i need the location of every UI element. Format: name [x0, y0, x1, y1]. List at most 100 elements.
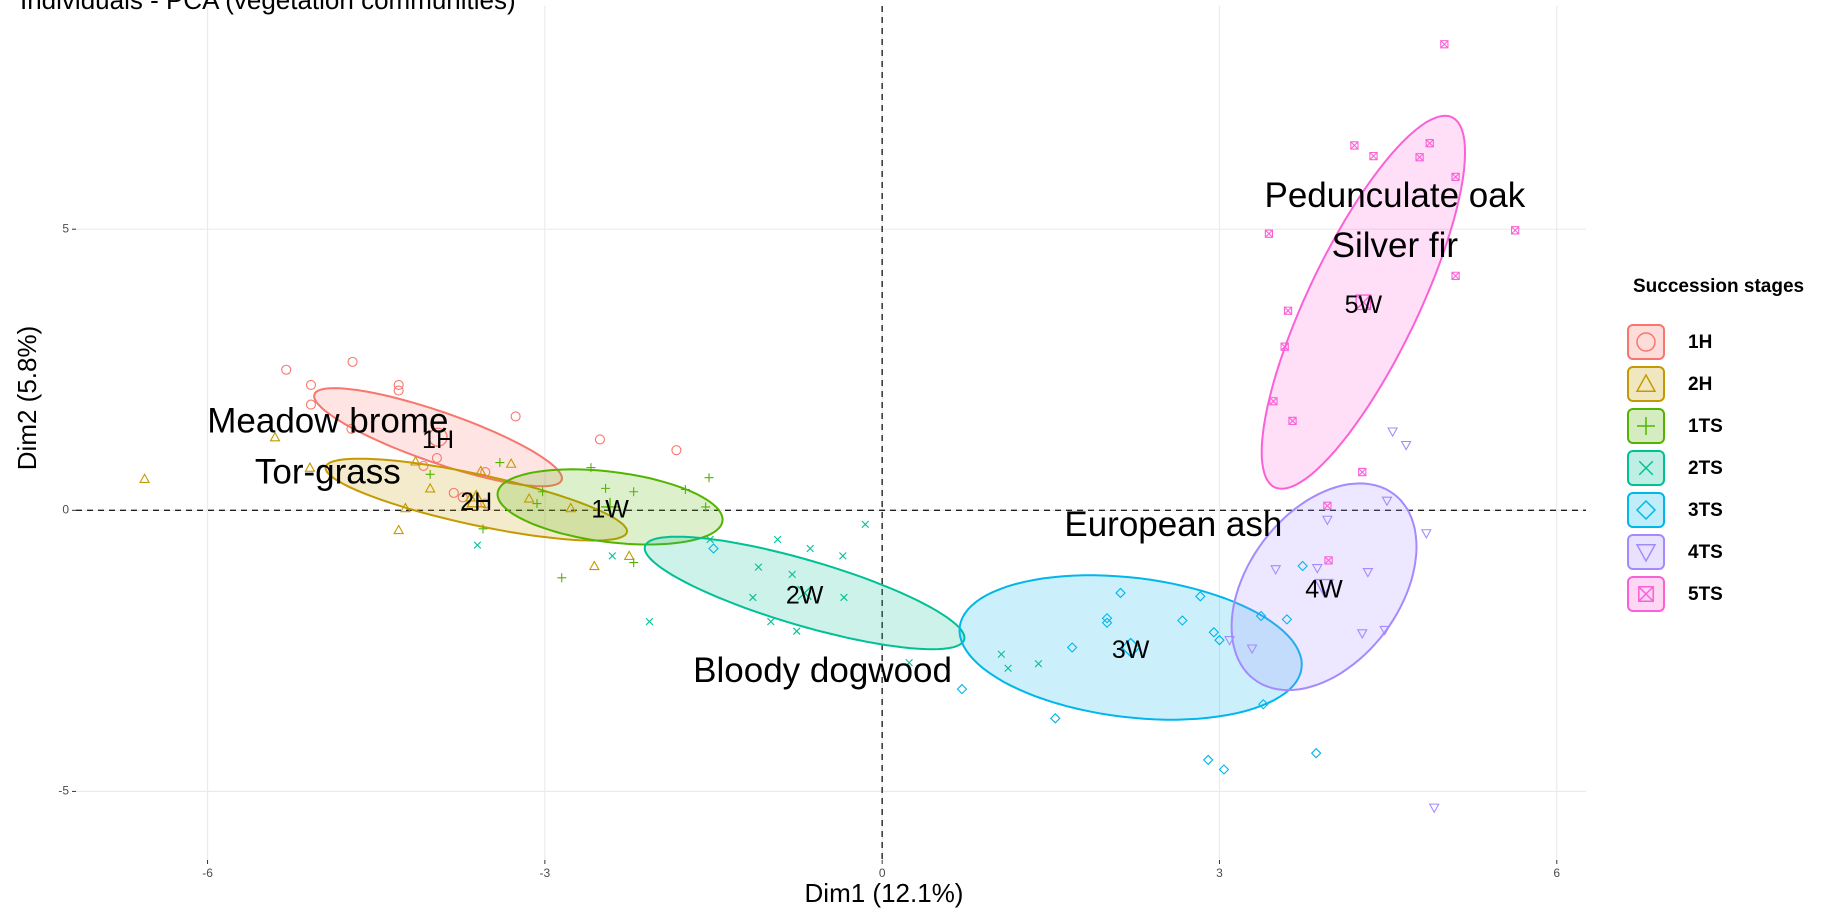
legend-symbol — [1636, 332, 1656, 352]
point — [1381, 496, 1393, 507]
point — [523, 492, 535, 503]
point — [305, 379, 317, 390]
ellipse-label: 1W — [591, 496, 629, 524]
legend-symbol — [1638, 586, 1654, 602]
point — [586, 463, 596, 473]
point — [1350, 141, 1359, 150]
y-tick-label: -5 — [58, 784, 69, 798]
confidence-ellipse — [1230, 482, 1418, 692]
point — [1224, 636, 1236, 646]
point — [457, 492, 468, 503]
point — [749, 593, 757, 602]
point — [281, 364, 292, 375]
chart-title: Individuals - PCA (vegetation communitie… — [20, 0, 516, 15]
point — [645, 617, 654, 626]
point — [1311, 564, 1323, 574]
point — [1425, 139, 1434, 148]
point — [956, 683, 968, 695]
point — [1400, 440, 1412, 451]
point — [1255, 610, 1267, 622]
point — [1511, 226, 1520, 235]
point — [1195, 591, 1206, 602]
annotation: Tor-grass — [255, 453, 401, 492]
legend-label: 3TS — [1688, 500, 1723, 521]
point — [767, 617, 775, 626]
legend-key — [1627, 492, 1665, 528]
point — [708, 543, 719, 554]
annotation: Meadow brome — [207, 401, 448, 440]
point — [905, 658, 913, 667]
point — [1258, 698, 1269, 710]
point — [1321, 515, 1333, 526]
point — [532, 499, 542, 509]
legend-symbol — [1635, 544, 1657, 563]
ellipse-label: 4W — [1305, 575, 1343, 603]
x-tick-label: -6 — [202, 866, 213, 880]
point — [680, 485, 690, 495]
points — [139, 40, 1520, 814]
x-tick-label: 0 — [879, 866, 886, 880]
point — [792, 627, 801, 635]
point — [1369, 151, 1378, 161]
group-mean — [797, 585, 812, 601]
point — [557, 573, 567, 583]
point — [510, 411, 521, 422]
point — [399, 502, 411, 513]
point — [425, 469, 435, 479]
point — [701, 502, 711, 512]
group-mean — [601, 497, 620, 516]
point — [594, 434, 605, 445]
point — [704, 473, 714, 483]
point — [997, 650, 1006, 658]
point — [1297, 560, 1308, 572]
grid: -6 -3 0 3 6 -5 0 5 — [58, 6, 1586, 880]
point — [1283, 306, 1293, 315]
point — [347, 356, 358, 367]
point — [806, 544, 814, 553]
point — [1218, 764, 1230, 775]
point — [1440, 40, 1449, 49]
point — [1280, 342, 1289, 351]
point — [1281, 614, 1293, 625]
point — [1214, 634, 1225, 646]
x-tick-label: -3 — [540, 866, 551, 880]
point — [1066, 642, 1078, 653]
point — [565, 502, 577, 513]
point — [1387, 427, 1399, 438]
point — [1415, 153, 1424, 162]
y-tick-label: 0 — [62, 502, 69, 516]
point — [1177, 615, 1188, 626]
annotation: Pedunculate oak — [1264, 176, 1525, 215]
point — [1050, 713, 1061, 724]
point — [1264, 229, 1274, 238]
point — [840, 593, 848, 602]
point — [431, 452, 442, 464]
point — [448, 487, 459, 498]
x-tick-label: 3 — [1216, 866, 1223, 880]
point — [346, 423, 357, 434]
point — [788, 570, 796, 579]
labels: 1H 2H 1W 2W 3W 4W 5W Meadow brome Tor-grass Blood… — [207, 176, 1525, 690]
point — [473, 541, 482, 549]
point — [1101, 612, 1113, 624]
group-mean — [466, 489, 487, 508]
point — [1451, 271, 1460, 281]
group-mean — [1355, 294, 1372, 311]
point — [538, 487, 548, 497]
group-mean — [1120, 637, 1141, 658]
annotation: European ash — [1064, 505, 1282, 544]
y-axis-label: Dim2 (5.8%) — [12, 326, 42, 470]
point — [1115, 587, 1126, 599]
legend-label: 5TS — [1688, 584, 1723, 605]
point — [1356, 629, 1368, 640]
legend-key — [1627, 324, 1665, 360]
point — [269, 431, 281, 442]
point — [475, 465, 487, 476]
point — [1246, 644, 1258, 655]
point — [505, 458, 517, 468]
point — [1202, 754, 1214, 766]
point — [1323, 501, 1332, 510]
legend-symbol — [1638, 460, 1654, 476]
ellipse-label: 1H — [422, 426, 454, 454]
